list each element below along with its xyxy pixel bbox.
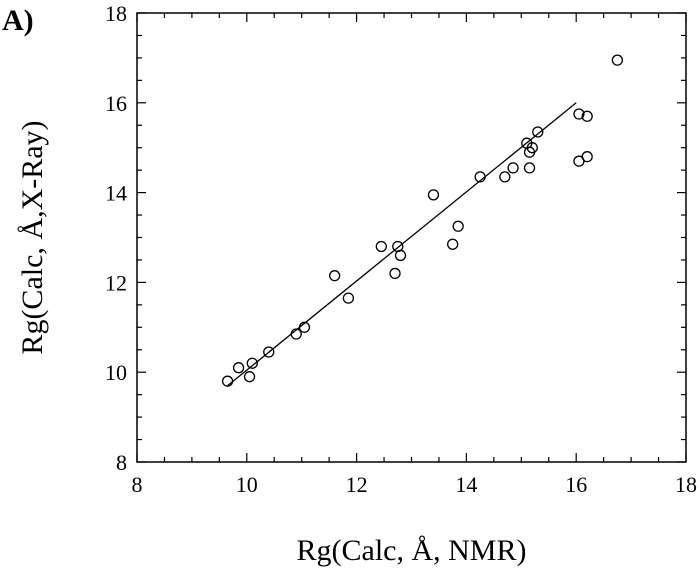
data-point xyxy=(298,321,311,333)
data-points xyxy=(221,54,624,387)
y-axis-title: Rg(Calc, Å,X-Ray) xyxy=(16,120,49,354)
data-point xyxy=(263,346,275,358)
tick-labels: 8 10 12 14 16 18 8 10 12 14 16 18 xyxy=(105,1,697,497)
x-tick-label: 16 xyxy=(565,472,587,497)
y-tick-label: 14 xyxy=(105,181,127,206)
data-point xyxy=(573,108,585,120)
data-point xyxy=(246,357,258,369)
data-point xyxy=(581,110,593,122)
data-point xyxy=(290,328,302,340)
y-tick-label: 18 xyxy=(105,1,127,26)
y-tick-label: 8 xyxy=(116,450,127,475)
data-point xyxy=(532,126,544,138)
data-point xyxy=(427,189,440,201)
x-axis-title: Rg(Calc, Å, NMR) xyxy=(297,534,527,567)
data-point xyxy=(389,267,401,280)
data-point xyxy=(328,270,341,282)
data-point xyxy=(375,240,387,253)
data-point xyxy=(499,171,511,183)
data-point xyxy=(611,54,624,66)
data-point xyxy=(581,151,593,163)
data-point xyxy=(507,162,519,174)
data-point xyxy=(474,171,486,183)
data-point xyxy=(232,362,245,374)
y-tick-label: 16 xyxy=(105,91,127,116)
y-tick-label: 12 xyxy=(105,270,127,295)
data-point xyxy=(342,292,355,304)
x-tick-label: 10 xyxy=(236,472,258,497)
y-tick-label: 10 xyxy=(105,360,127,385)
data-point xyxy=(243,371,256,383)
data-point xyxy=(523,162,536,174)
data-point xyxy=(221,375,234,387)
x-tick-label: 12 xyxy=(346,472,368,497)
data-point xyxy=(526,142,538,154)
data-point xyxy=(447,238,459,250)
panel-label: A) xyxy=(2,4,34,37)
x-tick-label: 18 xyxy=(675,472,697,497)
x-tick-label: 8 xyxy=(132,472,143,497)
data-point xyxy=(452,220,464,232)
data-point xyxy=(394,249,407,262)
axis-ticks xyxy=(136,12,687,463)
plot-frame xyxy=(136,12,687,463)
x-tick-label: 14 xyxy=(455,472,477,497)
